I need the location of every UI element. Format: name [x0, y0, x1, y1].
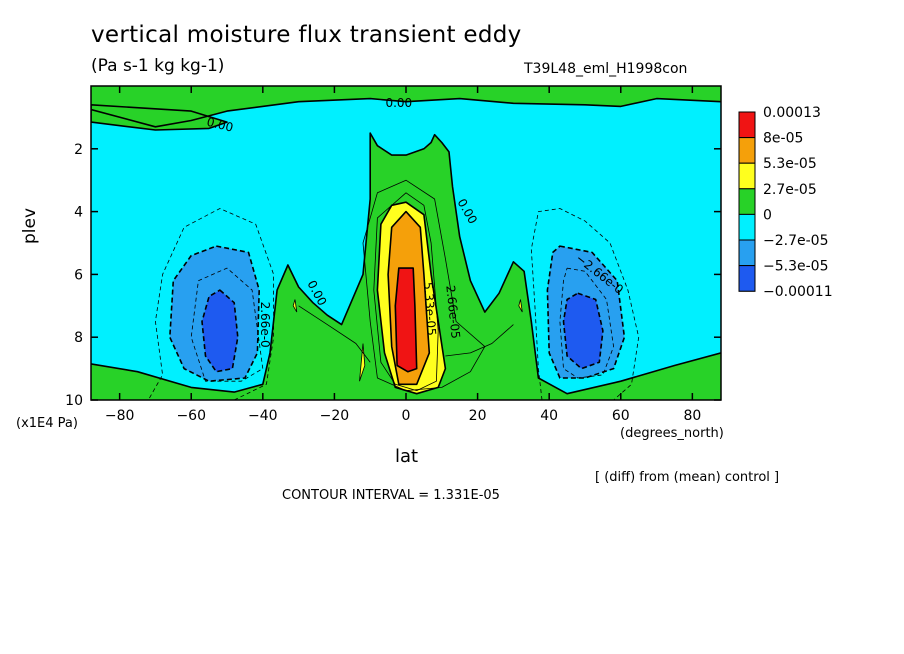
legend-label-2: 5.3e-05 — [763, 156, 817, 172]
legend-label-7: −0.00011 — [763, 284, 833, 300]
contour-interval: CONTOUR INTERVAL = 1.331E-05 — [282, 488, 500, 503]
legend-label-4: 0 — [763, 207, 772, 223]
region-pos-top — [91, 86, 721, 127]
legend-swatch-3 — [738, 188, 756, 215]
region-pos-top-left — [91, 104, 227, 130]
y-axis-label: plev — [20, 207, 40, 244]
y-axis-units: (x1E4 Pa) — [16, 416, 78, 431]
y-tick-label-4: 4 — [74, 205, 83, 221]
legend-swatch-5 — [738, 239, 756, 267]
legend-swatch-0 — [738, 111, 756, 139]
legend-label-1: 8e-05 — [763, 131, 803, 147]
contour-neg-dash-outer-north — [530, 208, 640, 400]
legend-swatch-2 — [738, 162, 756, 190]
region-pos-3 — [395, 268, 417, 372]
contour-zero-island — [91, 104, 228, 131]
island-dot-east — [518, 299, 523, 313]
y-axis: 2 4 6 8 10 — [65, 142, 721, 409]
y-tick-label-10: 10 — [65, 393, 83, 409]
contour-pos-3-edge — [394, 267, 418, 373]
contour-neg-1-edge-north — [546, 245, 626, 379]
x-tick-label-20: 20 — [469, 408, 487, 424]
contour-neg-1-edge-south — [169, 245, 260, 382]
contour-pos-a — [362, 179, 486, 391]
x-tick-label-60: 60 — [612, 408, 630, 424]
diff-note: [ (diff) from (mean) control ] — [595, 470, 780, 485]
contour-neg-dash-outer-south — [147, 208, 274, 400]
x-tick-label-80: 80 — [683, 408, 701, 424]
contour-zero-upper — [91, 97, 721, 128]
contour-label-5: 2.66e-05 — [443, 285, 463, 340]
contour-pos-1-edge — [376, 201, 447, 395]
x-axis-units: (degrees_north) — [620, 426, 724, 441]
legend-label-3: 2.7e-05 — [763, 182, 817, 198]
x-tick-label-0: 0 — [402, 408, 411, 424]
contour-label-6: 5.33e-05 — [421, 282, 439, 337]
y-tick-label-2: 2 — [74, 142, 83, 158]
region-neg-2-south — [202, 290, 238, 372]
island-dot-west — [292, 299, 298, 313]
plot-area: 0.000.000.000.002.66e-0 2.66e-055.33e-05−… — [91, 86, 721, 400]
y-tick-label-8: 8 — [74, 330, 83, 346]
x-tick-label--80: −80 — [105, 408, 135, 424]
x-axis-label: lat — [395, 446, 419, 467]
legend-swatch-4 — [738, 213, 756, 241]
contour-pos-thin-west — [298, 305, 371, 363]
filled-contours — [91, 86, 721, 400]
contour-pos-thin-east — [445, 324, 514, 357]
x-tick-label--40: −40 — [248, 408, 278, 424]
color-legend: 0.00013 8e-05 5.3e-05 2.7e-05 0 −2.7e-05 −5.3e… — [738, 105, 833, 300]
contour-thin-north-mid — [559, 267, 614, 379]
contour-zero-lower — [91, 132, 721, 395]
contour-label-0: 0.00 — [205, 115, 234, 135]
legend-swatch-extra — [738, 265, 756, 292]
contour-thin-south-mid — [190, 267, 264, 382]
x-tick-label--20: −20 — [320, 408, 350, 424]
contour-label-4: 2.66e-0 — [258, 302, 272, 348]
chart-title: vertical moisture flux transient eddy — [91, 22, 522, 48]
y-tick-label-6: 6 — [74, 267, 83, 283]
x-tick-label--60: −60 — [176, 408, 206, 424]
contour-neg-2-edge-north — [562, 292, 604, 370]
legend-label-6: −5.3e-05 — [763, 259, 828, 275]
contour-pos-b — [373, 192, 439, 391]
legend-label-0: 0.00013 — [763, 105, 821, 121]
contour-label-1: 0.00 — [385, 96, 412, 110]
contour-pos-2-edge — [387, 210, 431, 386]
chart-units: (Pa s-1 kg kg-1) — [91, 56, 225, 76]
contour-lines — [91, 97, 721, 400]
x-axis: −80 −60 −40 −20 0 20 40 60 80 — [105, 86, 701, 424]
run-name: T39L48_eml_H1998con — [524, 61, 688, 77]
x-tick-label-40: 40 — [540, 408, 558, 424]
region-neg-2-north — [563, 293, 603, 369]
legend-swatch-1 — [738, 137, 756, 164]
legend-label-5: −2.7e-05 — [763, 233, 828, 249]
